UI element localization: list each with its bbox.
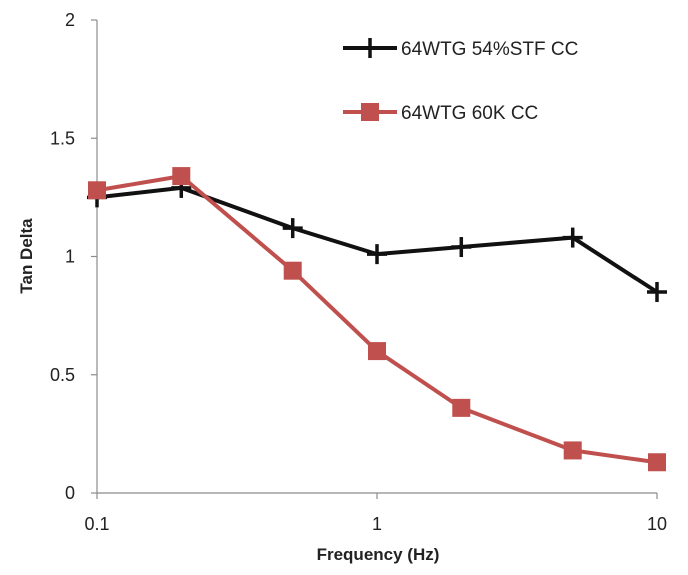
y-tick-label: 0 [65, 483, 75, 503]
axes [91, 19, 658, 499]
x-tick-label: 0.1 [84, 514, 109, 534]
y-tick-label: 1.5 [50, 128, 75, 148]
series [87, 167, 667, 472]
x-tick-label: 1 [372, 514, 382, 534]
series-line [96, 174, 658, 465]
legend: 64WTG 54%STF CC 64WTG 60K CC [343, 38, 578, 124]
data-point-plus [367, 244, 387, 265]
series-1 [87, 177, 667, 302]
data-point-square [283, 261, 302, 280]
legend-label: 64WTG 60K CC [401, 103, 538, 124]
y-tick-label: 1 [65, 247, 75, 267]
x-tick-label: 10 [647, 514, 667, 534]
data-point-plus [282, 218, 303, 239]
data-point-square [88, 181, 106, 200]
data-point-plus [562, 227, 583, 248]
legend-label: 64WTG 54%STF CC [401, 39, 578, 60]
y-tick-label: 2 [65, 10, 75, 30]
series-2 [88, 167, 666, 472]
legend-item: 64WTG 54%STF CC [343, 38, 578, 60]
tick-labels: 0 0.5 1 1.5 2 0.1 1 10 [50, 10, 667, 534]
data-point-square [563, 441, 582, 460]
y-axis-title: Tan Delta [17, 218, 36, 294]
data-point-square [648, 453, 666, 472]
legend-item: 64WTG 60K CC [343, 103, 538, 124]
y-tick-label: 0.5 [50, 365, 75, 385]
data-point-plus [647, 281, 667, 302]
data-point-square [452, 398, 471, 417]
x-axis-title: Frequency (Hz) [317, 545, 440, 564]
legend-swatch-square [361, 103, 379, 121]
data-point-plus [451, 237, 472, 258]
data-point-square [172, 167, 191, 186]
data-point-square [368, 342, 386, 361]
